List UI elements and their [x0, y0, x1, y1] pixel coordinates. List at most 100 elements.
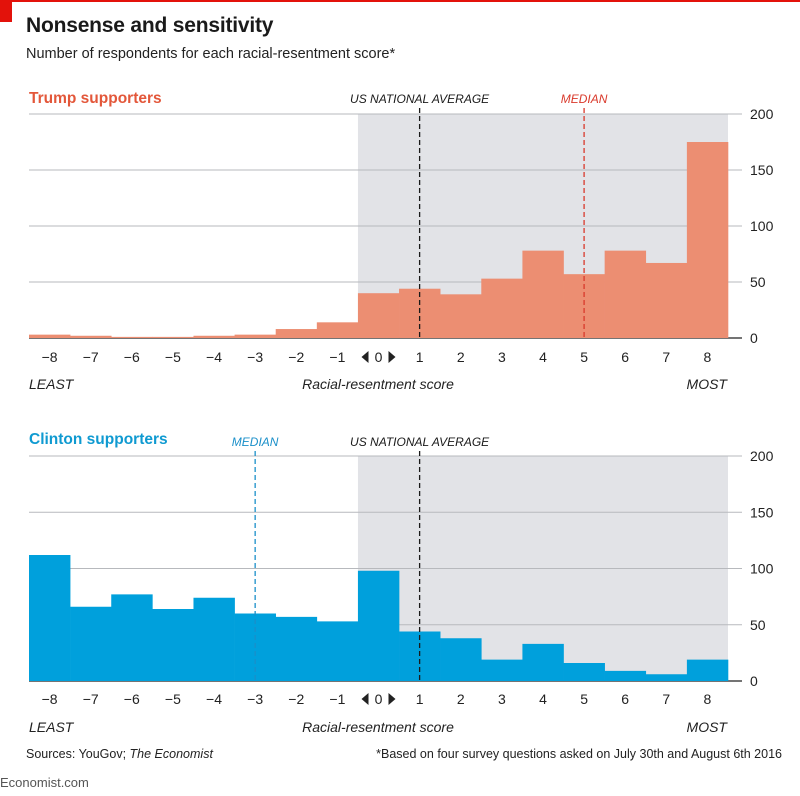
bar: [275, 329, 318, 338]
y-tick-label: 0: [750, 673, 758, 689]
x-tick-label: −8: [42, 349, 58, 365]
x-tick-label: −7: [83, 691, 99, 707]
x-tick-label: 5: [580, 691, 588, 707]
bar: [29, 555, 71, 681]
x-tick-label: 0: [375, 691, 383, 707]
bar: [70, 606, 112, 681]
x-axis-most-label: MOST: [687, 719, 729, 735]
x-tick-label: −5: [165, 349, 181, 365]
x-tick-label: 3: [498, 349, 506, 365]
bar: [440, 638, 482, 681]
bar: [152, 609, 194, 681]
panel-title: Clinton supporters: [29, 431, 168, 448]
bar: [686, 659, 729, 681]
reference-line-label: US NATIONAL AVERAGE: [350, 92, 490, 106]
x-tick-label: 8: [704, 349, 712, 365]
bar: [70, 335, 112, 338]
x-tick-label: 7: [662, 349, 670, 365]
bar: [193, 335, 235, 338]
x-tick-label: 3: [498, 691, 506, 707]
x-tick-label: 6: [621, 691, 629, 707]
x-tick-label: 8: [704, 691, 712, 707]
x-axis-least-label: LEAST: [29, 376, 75, 392]
bar: [440, 294, 482, 338]
brand-watermark: Economist.com: [0, 775, 89, 790]
bar: [111, 336, 153, 338]
bar: [316, 322, 359, 338]
x-tick-label: −1: [329, 691, 345, 707]
bar: [481, 659, 523, 681]
top-rule: [0, 0, 800, 2]
reference-line-label: MEDIAN: [561, 92, 608, 106]
x-tick-label: −6: [124, 349, 140, 365]
footnote: *Based on four survey questions asked on…: [376, 747, 782, 761]
left-arrow-icon: [361, 693, 369, 705]
bar: [604, 670, 647, 681]
sources-note: Sources: YouGov; The Economist: [26, 747, 213, 761]
x-tick-label: −7: [83, 349, 99, 365]
x-tick-label: 0: [375, 349, 383, 365]
bar: [111, 594, 153, 681]
reference-line-label: MEDIAN: [232, 435, 279, 449]
chart-title: Nonsense and sensitivity: [26, 14, 274, 37]
x-axis-title: Racial-resentment score: [302, 719, 454, 735]
bar: [275, 616, 318, 681]
left-arrow-icon: [361, 351, 369, 363]
bar: [563, 663, 605, 681]
x-tick-label: 6: [621, 349, 629, 365]
x-tick-label: −2: [288, 349, 304, 365]
x-tick-label: −4: [206, 349, 222, 365]
x-axis-least-label: LEAST: [29, 719, 75, 735]
bar: [193, 597, 235, 681]
y-tick-label: 150: [750, 504, 774, 520]
bar: [645, 262, 688, 338]
x-tick-label: −3: [247, 691, 263, 707]
bar: [357, 570, 400, 681]
x-tick-label: −5: [165, 691, 181, 707]
y-tick-label: 50: [750, 617, 766, 633]
bar: [234, 334, 277, 338]
x-tick-label: 1: [416, 691, 424, 707]
y-tick-label: 0: [750, 330, 758, 346]
x-axis-title: Racial-resentment score: [302, 376, 454, 392]
x-tick-label: 5: [580, 349, 588, 365]
y-tick-label: 150: [750, 162, 774, 178]
x-tick-label: 7: [662, 691, 670, 707]
bar: [316, 621, 359, 681]
bar: [29, 334, 71, 338]
x-tick-label: 4: [539, 691, 547, 707]
bar: [645, 674, 688, 681]
brand-tag: [0, 0, 12, 22]
bar: [522, 250, 564, 338]
bar: [152, 336, 194, 338]
bar: [522, 643, 564, 681]
bar: [604, 250, 647, 338]
y-tick-label: 100: [750, 218, 774, 234]
x-tick-label: 2: [457, 691, 465, 707]
right-arrow-icon: [388, 351, 396, 363]
x-tick-label: −2: [288, 691, 304, 707]
y-tick-label: 100: [750, 561, 774, 577]
x-tick-label: −1: [329, 349, 345, 365]
x-axis-most-label: MOST: [687, 376, 729, 392]
reference-line-label: US NATIONAL AVERAGE: [350, 435, 490, 449]
x-tick-label: −4: [206, 691, 222, 707]
panel-title: Trump supporters: [29, 90, 162, 107]
x-tick-label: 1: [416, 349, 424, 365]
y-tick-label: 200: [750, 448, 774, 464]
y-tick-label: 200: [750, 106, 774, 122]
bar: [686, 142, 729, 338]
y-tick-label: 50: [750, 274, 766, 290]
x-tick-label: −3: [247, 349, 263, 365]
x-tick-label: 4: [539, 349, 547, 365]
x-tick-label: −8: [42, 691, 58, 707]
bar: [357, 293, 400, 338]
x-tick-label: 2: [457, 349, 465, 365]
x-tick-label: −6: [124, 691, 140, 707]
right-arrow-icon: [388, 693, 396, 705]
chart-subtitle: Number of respondents for each racial-re…: [26, 46, 396, 62]
bar: [481, 278, 523, 338]
